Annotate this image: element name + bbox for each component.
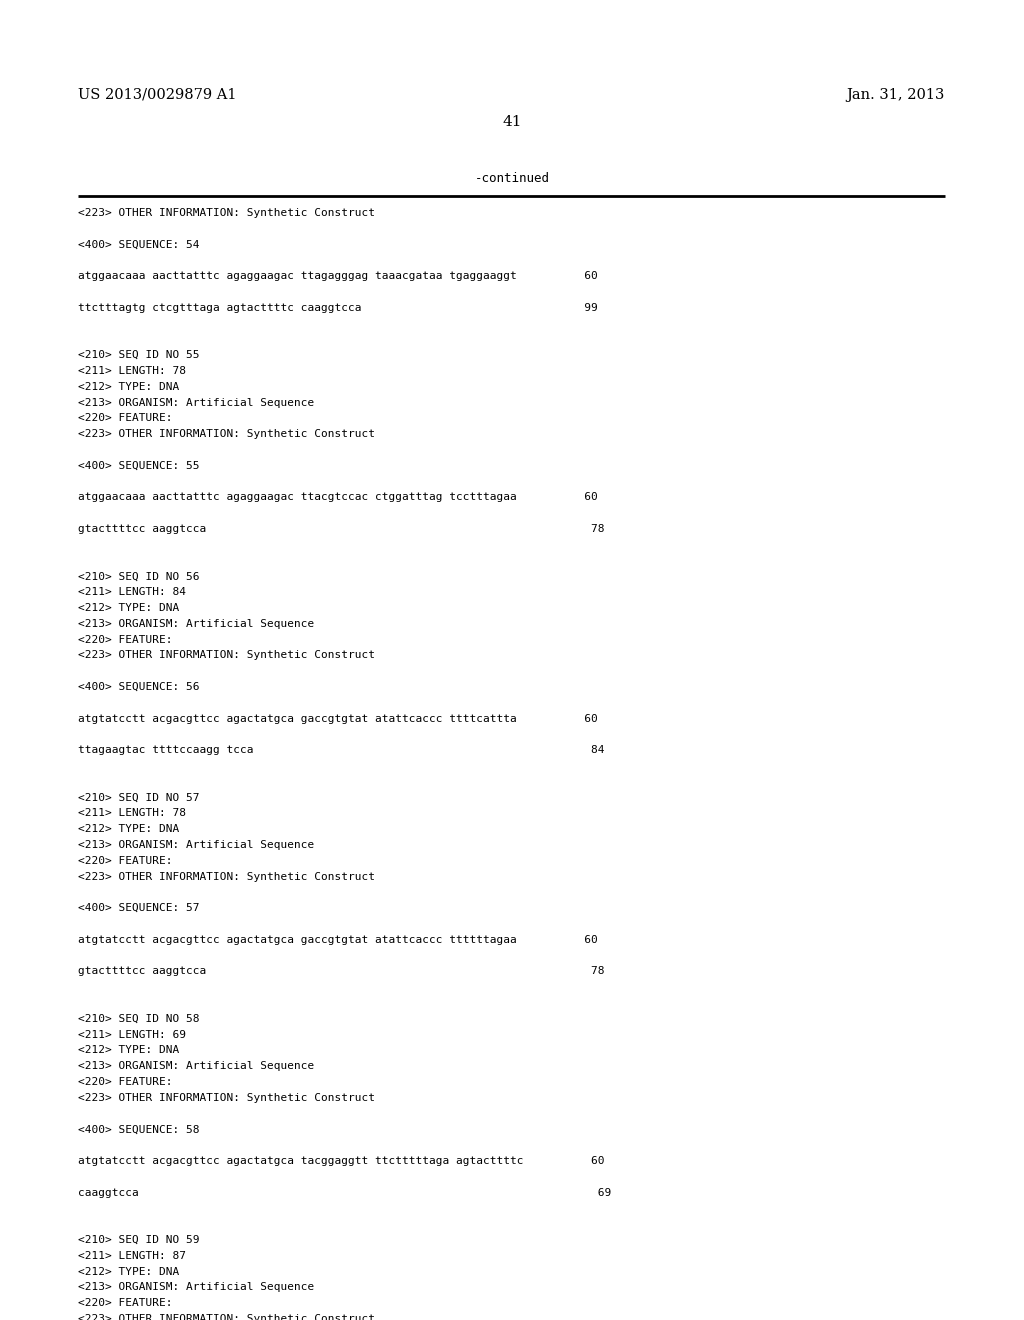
Text: <210> SEQ ID NO 59: <210> SEQ ID NO 59 bbox=[78, 1236, 200, 1245]
Text: <212> TYPE: DNA: <212> TYPE: DNA bbox=[78, 824, 179, 834]
Text: <213> ORGANISM: Artificial Sequence: <213> ORGANISM: Artificial Sequence bbox=[78, 1061, 314, 1072]
Text: <400> SEQUENCE: 58: <400> SEQUENCE: 58 bbox=[78, 1125, 200, 1134]
Text: <213> ORGANISM: Artificial Sequence: <213> ORGANISM: Artificial Sequence bbox=[78, 840, 314, 850]
Text: <220> FEATURE:: <220> FEATURE: bbox=[78, 855, 172, 866]
Text: gtacttttcc aaggtcca                                                         78: gtacttttcc aaggtcca 78 bbox=[78, 524, 604, 535]
Text: <223> OTHER INFORMATION: Synthetic Construct: <223> OTHER INFORMATION: Synthetic Const… bbox=[78, 429, 375, 440]
Text: <210> SEQ ID NO 56: <210> SEQ ID NO 56 bbox=[78, 572, 200, 581]
Text: <211> LENGTH: 84: <211> LENGTH: 84 bbox=[78, 587, 186, 597]
Text: <220> FEATURE:: <220> FEATURE: bbox=[78, 1077, 172, 1086]
Text: ttctttagtg ctcgtttaga agtacttttc caaggtcca                                 99: ttctttagtg ctcgtttaga agtacttttc caaggtc… bbox=[78, 302, 598, 313]
Text: <223> OTHER INFORMATION: Synthetic Construct: <223> OTHER INFORMATION: Synthetic Const… bbox=[78, 1093, 375, 1102]
Text: <210> SEQ ID NO 55: <210> SEQ ID NO 55 bbox=[78, 350, 200, 360]
Text: <223> OTHER INFORMATION: Synthetic Construct: <223> OTHER INFORMATION: Synthetic Const… bbox=[78, 209, 375, 218]
Text: 41: 41 bbox=[502, 115, 522, 129]
Text: US 2013/0029879 A1: US 2013/0029879 A1 bbox=[78, 88, 237, 102]
Text: atgtatcctt acgacgttcc agactatgca gaccgtgtat atattcaccc ttttcattta          60: atgtatcctt acgacgttcc agactatgca gaccgtg… bbox=[78, 714, 598, 723]
Text: <210> SEQ ID NO 58: <210> SEQ ID NO 58 bbox=[78, 1014, 200, 1024]
Text: <211> LENGTH: 78: <211> LENGTH: 78 bbox=[78, 808, 186, 818]
Text: <400> SEQUENCE: 54: <400> SEQUENCE: 54 bbox=[78, 240, 200, 249]
Text: -continued: -continued bbox=[474, 172, 550, 185]
Text: ttagaagtac ttttccaagg tcca                                                  84: ttagaagtac ttttccaagg tcca 84 bbox=[78, 746, 604, 755]
Text: gtacttttcc aaggtcca                                                         78: gtacttttcc aaggtcca 78 bbox=[78, 966, 604, 977]
Text: atggaacaaa aacttatttc agaggaagac ttagagggag taaacgataa tgaggaaggt          60: atggaacaaa aacttatttc agaggaagac ttagagg… bbox=[78, 271, 598, 281]
Text: <212> TYPE: DNA: <212> TYPE: DNA bbox=[78, 1045, 179, 1056]
Text: <220> FEATURE:: <220> FEATURE: bbox=[78, 413, 172, 424]
Text: <400> SEQUENCE: 56: <400> SEQUENCE: 56 bbox=[78, 682, 200, 692]
Text: <400> SEQUENCE: 57: <400> SEQUENCE: 57 bbox=[78, 903, 200, 913]
Text: <211> LENGTH: 78: <211> LENGTH: 78 bbox=[78, 366, 186, 376]
Text: <220> FEATURE:: <220> FEATURE: bbox=[78, 635, 172, 644]
Text: <211> LENGTH: 69: <211> LENGTH: 69 bbox=[78, 1030, 186, 1040]
Text: <220> FEATURE:: <220> FEATURE: bbox=[78, 1298, 172, 1308]
Text: <212> TYPE: DNA: <212> TYPE: DNA bbox=[78, 1267, 179, 1276]
Text: atgtatcctt acgacgttcc agactatgca gaccgtgtat atattcaccc ttttttagaa          60: atgtatcctt acgacgttcc agactatgca gaccgtg… bbox=[78, 935, 598, 945]
Text: <400> SEQUENCE: 55: <400> SEQUENCE: 55 bbox=[78, 461, 200, 471]
Text: <223> OTHER INFORMATION: Synthetic Construct: <223> OTHER INFORMATION: Synthetic Const… bbox=[78, 1313, 375, 1320]
Text: <213> ORGANISM: Artificial Sequence: <213> ORGANISM: Artificial Sequence bbox=[78, 1283, 314, 1292]
Text: <212> TYPE: DNA: <212> TYPE: DNA bbox=[78, 381, 179, 392]
Text: <210> SEQ ID NO 57: <210> SEQ ID NO 57 bbox=[78, 792, 200, 803]
Text: <213> ORGANISM: Artificial Sequence: <213> ORGANISM: Artificial Sequence bbox=[78, 619, 314, 628]
Text: atgtatcctt acgacgttcc agactatgca tacggaggtt ttctttttaga agtacttttc          60: atgtatcctt acgacgttcc agactatgca tacggag… bbox=[78, 1156, 604, 1166]
Text: <223> OTHER INFORMATION: Synthetic Construct: <223> OTHER INFORMATION: Synthetic Const… bbox=[78, 871, 375, 882]
Text: Jan. 31, 2013: Jan. 31, 2013 bbox=[847, 88, 945, 102]
Text: caaggtcca                                                                    69: caaggtcca 69 bbox=[78, 1188, 611, 1197]
Text: <212> TYPE: DNA: <212> TYPE: DNA bbox=[78, 603, 179, 612]
Text: atggaacaaa aacttatttc agaggaagac ttacgtccac ctggatttag tcctttagaa          60: atggaacaaa aacttatttc agaggaagac ttacgtc… bbox=[78, 492, 598, 503]
Text: <223> OTHER INFORMATION: Synthetic Construct: <223> OTHER INFORMATION: Synthetic Const… bbox=[78, 651, 375, 660]
Text: <213> ORGANISM: Artificial Sequence: <213> ORGANISM: Artificial Sequence bbox=[78, 397, 314, 408]
Text: <211> LENGTH: 87: <211> LENGTH: 87 bbox=[78, 1251, 186, 1261]
